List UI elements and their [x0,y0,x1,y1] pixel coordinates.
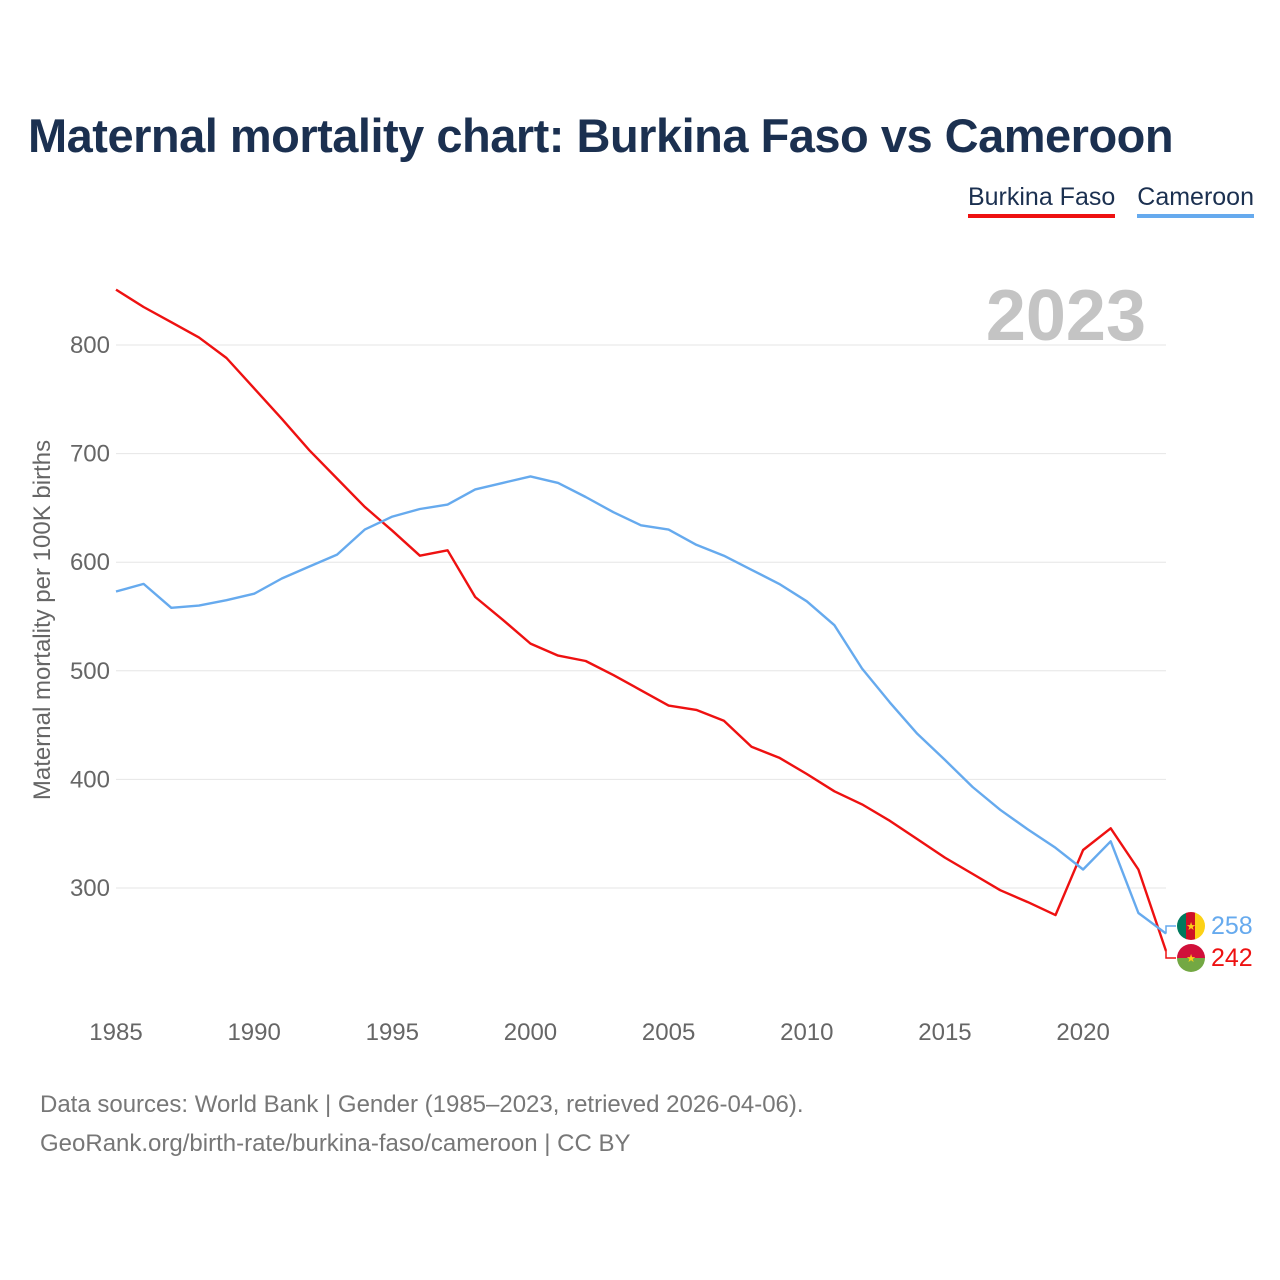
legend: Burkina Faso Cameroon [967,183,1254,218]
cameroon-end-value: 258 [1211,912,1253,940]
y-tick-label: 600 [70,549,110,576]
line-chart: 300 400 500 600 700 800 1985 1990 1995 2000 2005 2… [29,276,1253,1046]
y-tick-label: 500 [70,658,110,685]
y-tick-label: 300 [70,875,110,902]
y-tick-label: 400 [70,766,110,793]
series-line-cameroon[interactable] [115,475,1167,935]
x-tick-label: 1990 [227,1019,280,1046]
series-lines [115,288,1168,952]
y-tick-label: 800 [70,332,110,359]
end-markers: ★ 258 ★ 242 [1165,912,1253,972]
legend-item-burkina-faso[interactable]: Burkina Faso [967,183,1116,218]
cameroon-leader-line [1165,925,1176,934]
series-line-burkina-faso[interactable] [115,288,1168,952]
x-tick-label: 2005 [642,1019,695,1046]
burkina-faso-flag-icon: ★ [1177,944,1205,972]
burkina-faso-end-value: 242 [1211,944,1253,972]
legend-item-cameroon[interactable]: Cameroon [1137,183,1254,218]
x-tick-label: 1985 [89,1019,142,1046]
burkina-faso-leader-line [1165,950,1176,959]
gridlines [116,344,1166,889]
cameroon-flag-icon: ★ [1177,912,1205,940]
svg-text:★: ★ [1186,920,1196,933]
x-tick-label: 2010 [780,1019,833,1046]
x-tick-label: 2015 [918,1019,971,1046]
y-tick-label: 700 [70,441,110,468]
year-watermark: 2023 [986,276,1146,356]
chart-title: Maternal mortality chart: Burkina Faso v… [28,109,1174,162]
x-tick-label: 2000 [504,1019,557,1046]
x-tick-label: 1995 [366,1019,419,1046]
x-axis-ticks: 1985 1990 1995 2000 2005 2010 2015 2020 [89,1019,1109,1046]
svg-text:★: ★ [1186,952,1196,965]
x-tick-label: 2020 [1056,1019,1109,1046]
footer: Data sources: World Bank | Gender (1985–… [40,1085,804,1163]
y-axis-label: Maternal mortality per 100K births [29,440,56,800]
footer-source: Data sources: World Bank | Gender (1985–… [40,1091,804,1118]
footer-link[interactable]: GeoRank.org/birth-rate/burkina-faso/came… [40,1130,631,1157]
y-axis-ticks: 300 400 500 600 700 800 [70,332,110,902]
